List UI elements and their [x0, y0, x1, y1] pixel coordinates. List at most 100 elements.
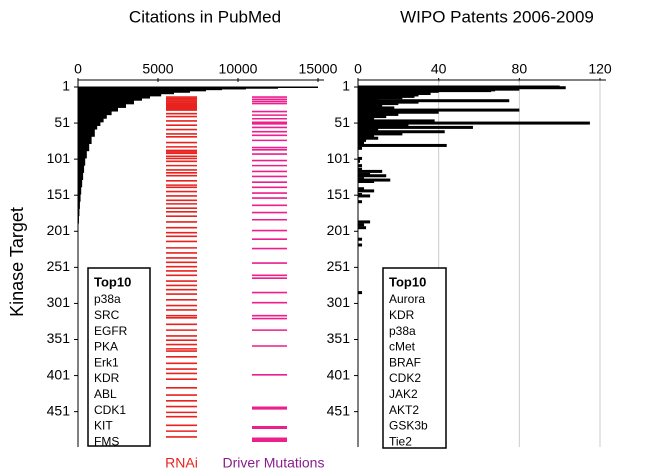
x-tick-label: 5000: [142, 61, 173, 77]
bar: [358, 108, 520, 112]
bar: [78, 98, 142, 101]
bar: [78, 201, 80, 209]
y-tick-label: 1: [342, 78, 350, 94]
bar: [78, 111, 112, 116]
y-tick-label: 51: [334, 114, 350, 130]
y-tick-label: 401: [47, 366, 71, 382]
top10-item: Erk1: [94, 355, 119, 369]
y-tick-label: 201: [47, 222, 71, 238]
bar: [78, 90, 190, 93]
bar: [78, 118, 104, 123]
top10-item: CDK1: [94, 403, 126, 417]
top10-item: p38a: [389, 324, 416, 338]
y-tick-label: 201: [327, 222, 351, 238]
x-tick-label: 10000: [219, 61, 258, 77]
y-tick-label: 251: [47, 258, 71, 274]
bar: [358, 167, 363, 171]
bar: [358, 106, 395, 110]
bar: [78, 136, 92, 144]
top10-box: [382, 267, 447, 449]
bar: [358, 112, 399, 116]
bar: [358, 138, 367, 142]
top10-item: EGFR: [94, 324, 128, 338]
chart-title: Citations in PubMed: [129, 7, 281, 26]
y-tick-label: 151: [327, 186, 351, 202]
y-tick-label: 101: [47, 150, 71, 166]
bar: [358, 180, 375, 184]
y-tick-label: 101: [327, 150, 351, 166]
y-tick-label: 1: [62, 78, 70, 94]
top10-item: ABL: [94, 387, 117, 401]
bar: [358, 169, 383, 173]
bar: [358, 141, 365, 145]
top10-item: KDR: [389, 308, 415, 322]
top10-title: Top10: [94, 274, 131, 289]
bar: [358, 220, 371, 224]
top10-item: KDR: [94, 371, 120, 385]
x-tick-label: 120: [588, 61, 612, 77]
bar: [78, 222, 79, 225]
bar: [78, 186, 82, 195]
bar: [358, 96, 403, 100]
bar: [78, 215, 79, 224]
bar: [358, 146, 363, 150]
bar: [358, 128, 379, 132]
bar: [78, 193, 81, 202]
track-label: RNAi: [165, 455, 198, 471]
bar: [78, 172, 84, 181]
bar: [78, 143, 90, 152]
top10-item: KIT: [94, 419, 113, 433]
y-tick-label: 251: [327, 258, 351, 274]
top10-item: SRC: [94, 308, 120, 322]
bar: [78, 150, 87, 159]
x-tick-label: 0: [354, 61, 362, 77]
top10-item: cMet: [389, 340, 416, 354]
x-tick-label: 80: [512, 61, 528, 77]
top10-item: AKT2: [389, 403, 419, 417]
bar: [358, 187, 365, 191]
y-tick-label: 351: [327, 330, 351, 346]
top10-item: JAK2: [389, 387, 418, 401]
bar: [358, 237, 363, 241]
bar: [358, 117, 375, 121]
y-tick-label: 151: [47, 186, 71, 202]
bar: [78, 125, 98, 130]
top10-title: Top10: [389, 274, 426, 289]
bar: [78, 179, 83, 188]
top10-item: BRAF: [389, 355, 421, 369]
bar: [358, 143, 447, 147]
y-tick-label: 301: [327, 294, 351, 310]
top10-box: [87, 267, 151, 447]
y-tick-label: 451: [327, 402, 351, 418]
x-tick-label: 15000: [299, 61, 338, 77]
y-tick-label: 351: [47, 330, 71, 346]
top10-item: Aurora: [389, 292, 425, 306]
bar: [78, 95, 150, 99]
bar: [358, 200, 363, 204]
bar: [358, 115, 387, 119]
x-tick-label: 40: [431, 61, 447, 77]
bar: [358, 99, 510, 103]
bar: [358, 291, 363, 295]
bar: [358, 130, 445, 134]
bar: [78, 129, 95, 137]
top10-item: CDK2: [389, 371, 421, 385]
top10-item: Tie2: [389, 434, 412, 448]
y-tick-label: 401: [327, 366, 351, 382]
bar: [78, 103, 126, 108]
bar: [358, 123, 409, 127]
bar: [358, 121, 590, 125]
bar: [78, 89, 206, 92]
bar: [358, 156, 363, 160]
bar: [78, 100, 134, 105]
bar: [358, 223, 365, 227]
y-tick-label: 451: [47, 402, 71, 418]
top10-item: FMS: [94, 434, 119, 448]
bar: [358, 110, 439, 114]
y-axis-label: Kinase Target: [7, 207, 27, 317]
bar: [358, 132, 403, 136]
bar: [358, 136, 379, 140]
top10-item: GSK3b: [389, 419, 428, 433]
bar: [78, 121, 101, 126]
